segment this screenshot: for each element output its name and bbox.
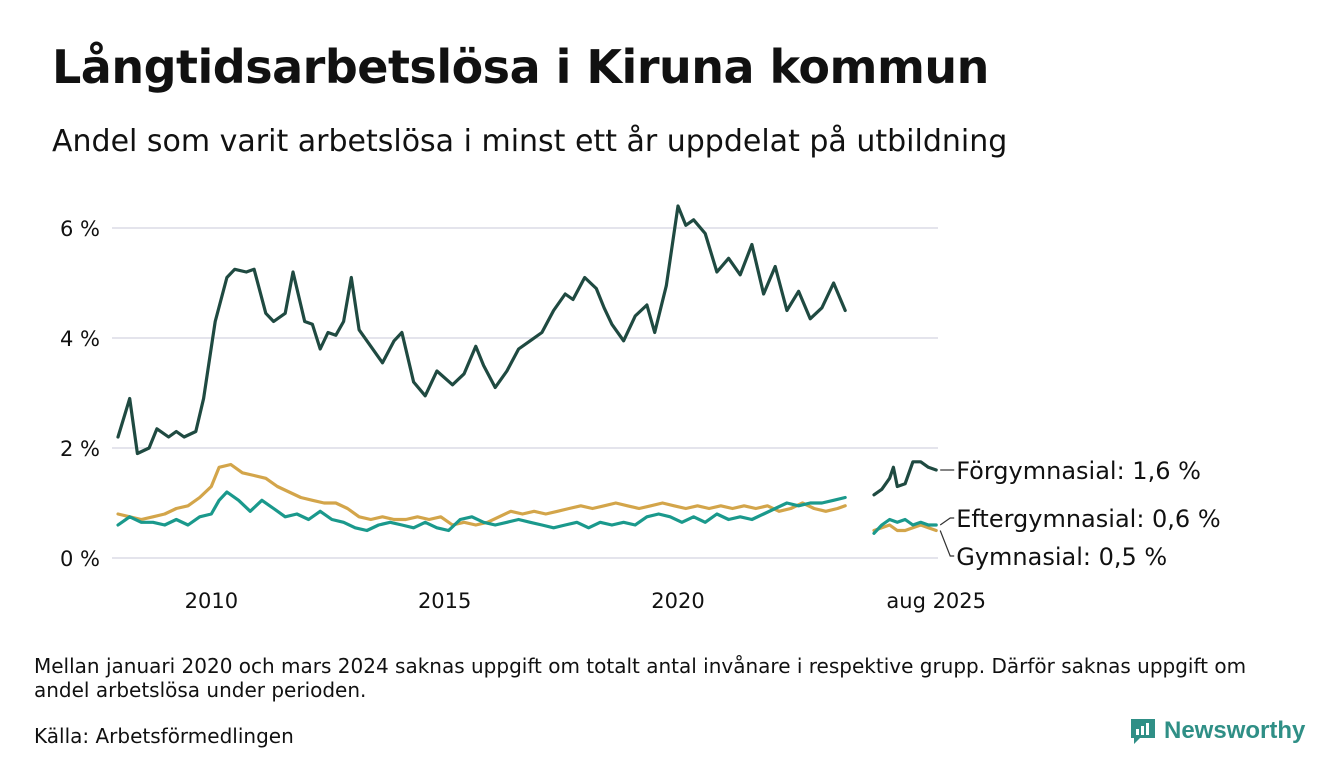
- x-tick-label: 2015: [418, 589, 471, 613]
- y-tick-label: 2 %: [60, 437, 100, 461]
- series-line-förgymnasial: [116, 204, 847, 456]
- y-tick-label: 0 %: [60, 547, 100, 571]
- newsworthy-logo-icon: [1131, 719, 1155, 744]
- line-chart: 0 % 2 % 4 % 6 % 2010 2015 2020 aug 2025 Förgymn…: [60, 204, 1221, 613]
- source-note: Källa: Arbetsförmedlingen: [34, 724, 294, 748]
- y-tick-label: 6 %: [60, 217, 100, 241]
- series-line-eftergymnasial: [116, 490, 847, 533]
- series-line-förgymnasial: [872, 460, 938, 497]
- end-label-eftergymnasial: Eftergymnasial: 0,6 %: [956, 505, 1220, 533]
- end-label-gymnasial: Gymnasial: 0,5 %: [956, 543, 1167, 571]
- series-line-gymnasial: [116, 462, 847, 527]
- label-leader: [939, 517, 955, 526]
- chart-subtitle: Andel som varit arbetslösa i minst ett å…: [52, 124, 1008, 159]
- series-line-eftergymnasial: [872, 517, 938, 535]
- newsworthy-brand-text: Newsworthy: [1164, 717, 1306, 744]
- x-tick-label: aug 2025: [886, 589, 986, 613]
- series-line-gymnasial: [872, 523, 938, 533]
- label-leader: [939, 530, 955, 557]
- newsworthy-logo: Newsworthy: [1128, 716, 1305, 746]
- y-tick-label: 4 %: [60, 327, 100, 351]
- footnote: Mellan januari 2020 och mars 2024 saknas…: [34, 654, 1247, 702]
- end-label-förgymnasial: Förgymnasial: 1,6 %: [956, 457, 1201, 485]
- x-tick-label: 2020: [651, 589, 704, 613]
- chart-title: Långtidsarbetslösa i Kiruna kommun: [52, 40, 989, 94]
- x-tick-label: 2010: [185, 589, 238, 613]
